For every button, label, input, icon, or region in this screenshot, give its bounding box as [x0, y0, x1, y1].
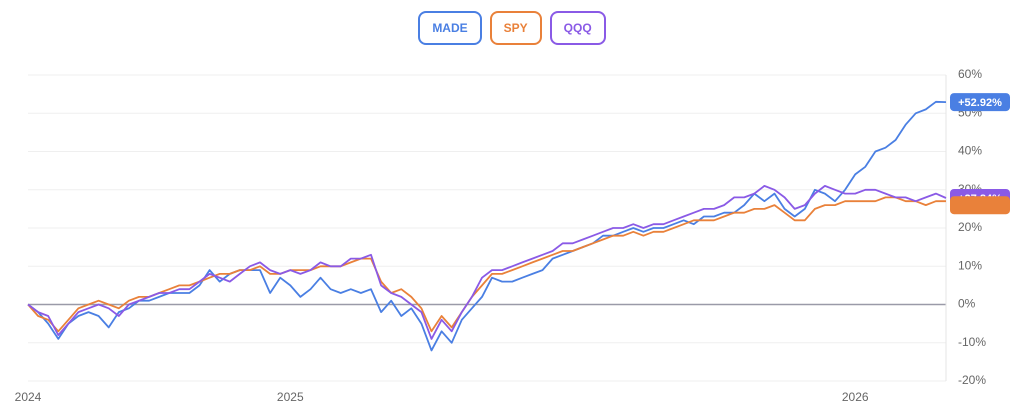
- end-badge: [950, 196, 1010, 215]
- legend: MADE SPY QQQ: [0, 11, 1024, 45]
- y-tick-label: -10%: [958, 335, 986, 349]
- y-tick-label: 60%: [958, 67, 982, 81]
- x-tick-label: 2024: [15, 390, 42, 404]
- y-tick-label: 20%: [958, 220, 982, 234]
- y-tick-label: 0%: [958, 297, 976, 311]
- legend-button[interactable]: QQQ: [549, 11, 606, 45]
- x-tick-label: 2026: [842, 390, 869, 404]
- legend-button[interactable]: SPY: [489, 11, 542, 45]
- legend-button[interactable]: MADE: [418, 11, 482, 45]
- y-tick-label: 40%: [958, 144, 982, 158]
- y-tick-label: -20%: [958, 373, 986, 387]
- end-badge: [950, 93, 1010, 112]
- end-label: +52.92%: [958, 97, 1002, 109]
- series-line: [27, 185, 947, 340]
- y-tick-label: 10%: [958, 258, 982, 272]
- x-tick-label: 2025: [277, 390, 304, 404]
- series-line: [27, 196, 946, 333]
- series-line: [27, 100, 947, 352]
